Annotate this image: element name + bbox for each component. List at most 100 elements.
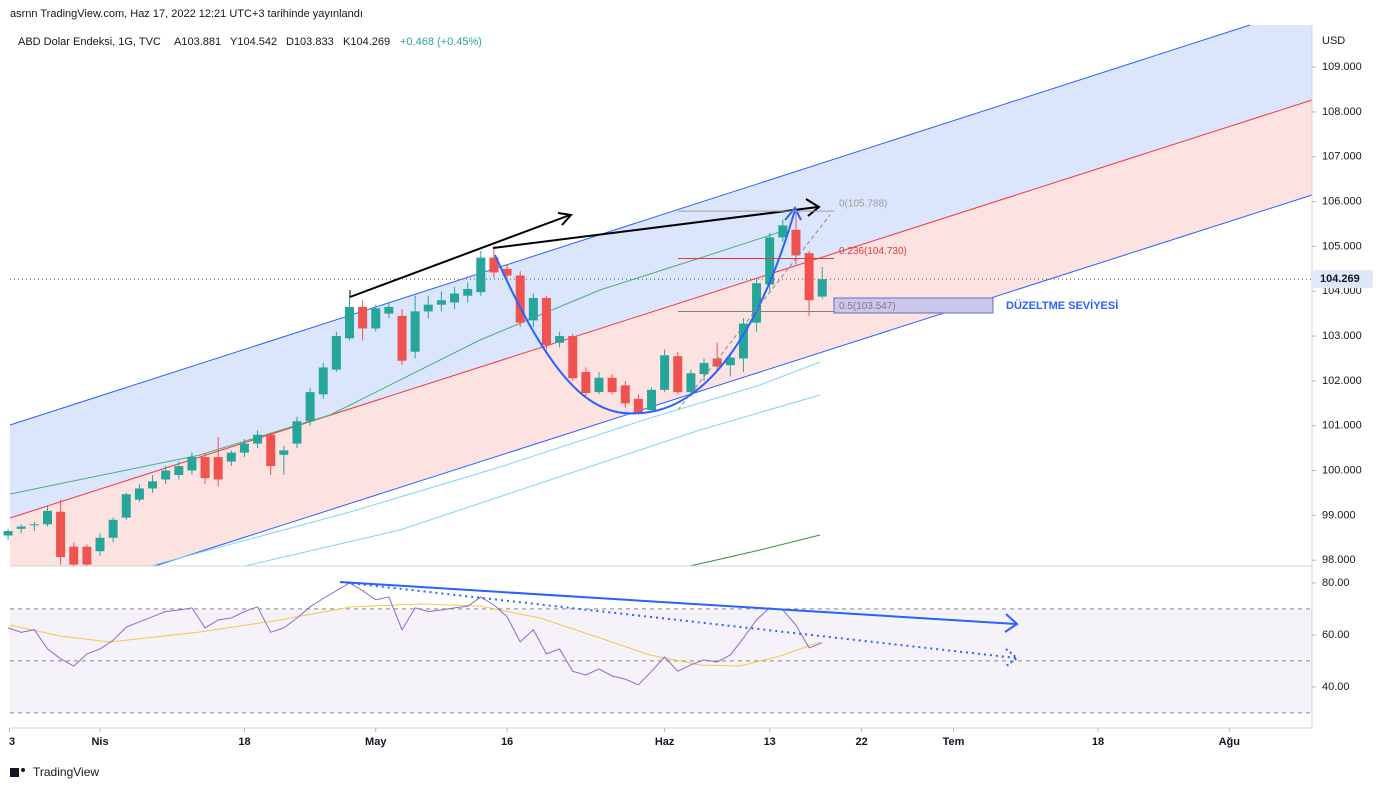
- trend-arrow: [492, 206, 819, 249]
- published-note: asrnn TradingView.com, Haz 17, 2022 12:2…: [10, 8, 363, 20]
- candle-body: [213, 457, 223, 480]
- channel-lower-fill: [10, 100, 1312, 566]
- x-tick-label: May: [365, 736, 387, 748]
- candle-body: [121, 494, 131, 518]
- x-tick-label: 18: [1092, 736, 1104, 748]
- logo: TradingView: [10, 765, 99, 779]
- candle-body: [647, 389, 657, 411]
- candles: [3, 211, 827, 567]
- fib-label: 0(105.788): [839, 199, 887, 210]
- y-tick-label: 107.000: [1322, 151, 1362, 163]
- candle-body: [410, 311, 420, 352]
- candle-body: [502, 268, 512, 276]
- change: +0.468 (+0.45%): [400, 36, 482, 48]
- channel-bottom: [154, 194, 1313, 567]
- candle-body: [29, 524, 39, 526]
- fib-label: 0.236(104.730): [839, 246, 907, 257]
- candle-body: [804, 253, 814, 301]
- candle-body: [305, 392, 315, 422]
- candle-body: [95, 537, 105, 552]
- candle-body: [752, 283, 762, 323]
- y-tick-label: 103.000: [1322, 330, 1362, 342]
- rsi-ma: [9, 603, 821, 667]
- candle-body: [279, 450, 289, 455]
- y-tick-label: 40.00: [1322, 681, 1350, 693]
- candle-body: [765, 237, 775, 285]
- candle-body: [371, 308, 381, 329]
- y-tick-label: 108.000: [1322, 106, 1362, 118]
- drawings: DÜZELTME SEVİYESİ 0(105.788) 0.236(104.73…: [349, 198, 1118, 415]
- candle-body: [594, 377, 604, 393]
- candle-body: [778, 225, 788, 238]
- candle-body: [56, 511, 66, 558]
- candle-body: [791, 229, 801, 256]
- x-tick-label: Ağu: [1219, 736, 1240, 748]
- moving-average: [9, 231, 781, 495]
- candle-body: [42, 510, 52, 525]
- candle-body: [3, 531, 13, 536]
- y-tick-label: 99.000: [1322, 509, 1356, 521]
- x-tick-label: 18: [238, 736, 250, 748]
- y-tick-label: 100.000: [1322, 464, 1362, 476]
- candle-body: [82, 546, 92, 565]
- candle-body: [423, 304, 433, 312]
- trend-line: [339, 581, 1017, 625]
- candle-body: [699, 362, 709, 375]
- cup-curve: [494, 209, 796, 415]
- fib-trend: [677, 214, 831, 411]
- x-tick-label: 16: [501, 736, 513, 748]
- level-box: [833, 297, 994, 314]
- x-tick-label: 3: [9, 736, 15, 748]
- candle-body: [69, 546, 79, 565]
- candle-body: [817, 279, 827, 297]
- candle-body: [108, 519, 118, 538]
- y-tick-label: 60.00: [1322, 629, 1350, 641]
- y-tick-label: 105.000: [1322, 240, 1362, 252]
- ohlc-high: Y104.542: [230, 36, 277, 48]
- candle-body: [292, 421, 302, 444]
- candle-body: [541, 297, 551, 346]
- last-price-label: 104.269: [1320, 273, 1360, 285]
- candle-body: [607, 377, 617, 393]
- candle-body: [253, 434, 263, 444]
- candle-body: [738, 323, 748, 359]
- channel-top: [9, 24, 1251, 426]
- logo-mark: [21, 768, 25, 772]
- x-tick-label: 22: [855, 736, 867, 748]
- arrow-head: [805, 198, 821, 217]
- y-tick-label: 102.000: [1322, 375, 1362, 387]
- candle-body: [463, 289, 473, 296]
- candle-body: [581, 371, 591, 393]
- candle-body: [134, 488, 144, 500]
- ohlc-low: D103.833: [286, 36, 334, 48]
- rsi-drawings: [339, 581, 1019, 668]
- x-tick-label: Tem: [943, 736, 965, 748]
- y-tick-label: 101.000: [1322, 420, 1362, 432]
- last-price-tag: [1313, 270, 1373, 289]
- ohlc-close: K104.269: [343, 36, 390, 48]
- candle-body: [555, 336, 565, 343]
- symbol: ABD Dolar Endeksi, 1G, TVC: [18, 36, 161, 48]
- candle-body: [725, 357, 735, 366]
- candle-body: [345, 306, 355, 339]
- candle-body: [384, 306, 394, 314]
- candle-body: [358, 306, 368, 329]
- moving-average: [244, 394, 821, 567]
- candle-body: [174, 466, 184, 476]
- y-tick-label: 80.00: [1322, 577, 1350, 589]
- candle-body: [187, 457, 197, 471]
- fib-label: 0.5(103.547): [839, 301, 896, 312]
- channel-upper-fill: [10, 25, 1312, 518]
- arrow-head: [557, 212, 573, 226]
- annotation: DÜZELTME SEVİYESİ: [1006, 299, 1118, 312]
- candle-body: [620, 385, 630, 404]
- moving-average: [149, 361, 821, 567]
- candle-body: [633, 398, 643, 413]
- candle-body: [450, 293, 460, 303]
- candle-body: [148, 481, 158, 489]
- candle-body: [436, 300, 446, 305]
- candle-body: [712, 358, 722, 367]
- price-pane: [9, 24, 1313, 567]
- footer-brand: TradingView: [33, 765, 99, 779]
